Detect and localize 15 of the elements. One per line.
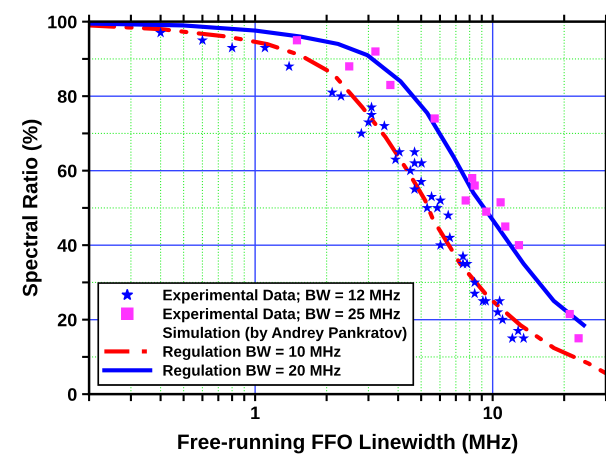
legend-label: Experimental Data; BW = 12 MHz [163, 289, 400, 304]
x-tick-label: 1 [251, 406, 260, 420]
legend-label: Regulation BW = 20 MHz [163, 364, 341, 379]
y-tick-label: 40 [57, 239, 77, 252]
legend-label: Experimental Data; BW = 25 MHz [163, 308, 400, 322]
legend-label: Regulation BW = 10 MHz [163, 346, 341, 360]
y-axis-title: Spectral Ratio (%) [22, 120, 42, 296]
x-tick-label: 10 [484, 406, 502, 420]
y-tick-label: 20 [58, 314, 77, 326]
annotation: Simulation (by Andrey Pankratov) [162, 326, 406, 342]
x-axis-title: Free-running FFO Linewidth (MHz) [178, 434, 518, 454]
y-tick-label: 80 [58, 90, 77, 103]
y-tick-label: 60 [58, 164, 77, 178]
y-tick-label: 0 [68, 388, 77, 401]
y-tick-label: 100 [48, 16, 77, 28]
